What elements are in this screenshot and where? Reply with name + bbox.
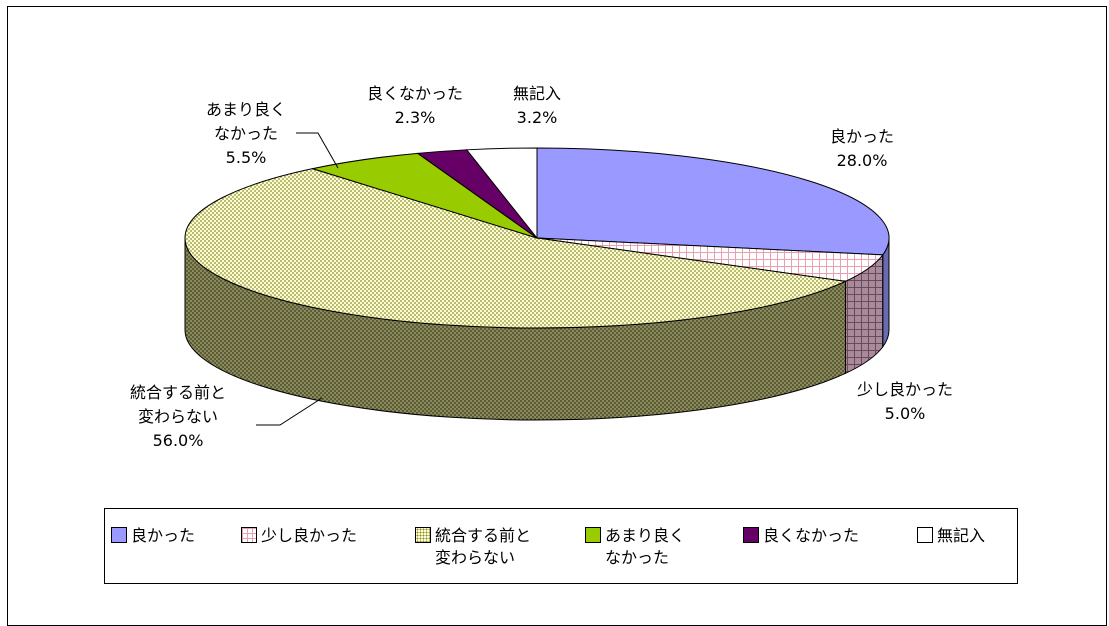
data-label-sukoshi-yokatta: 5.0% xyxy=(885,404,926,423)
legend-item-sukoshi-yokatta: 少し良かった xyxy=(241,525,357,547)
legend-label: 統合する前と 変わらない xyxy=(435,526,532,567)
legend: 良かった 少し良かった 統合する前と 変わらない あまり良く なかった 良くなか… xyxy=(104,508,1018,584)
pie-slice-kawaranai xyxy=(184,168,848,329)
legend-item-yokatta: 良かった xyxy=(111,525,195,547)
legend-item-mukinyu: 無記入 xyxy=(917,525,985,547)
legend-label: 無記入 xyxy=(937,526,986,545)
legend-item-kawaranai: 統合する前と 変わらない xyxy=(415,525,531,569)
legend-swatch-mukinyu xyxy=(917,527,933,543)
legend-label: 良くなかった xyxy=(763,526,860,545)
data-label-mukinyu: 3.2% xyxy=(517,108,558,127)
data-label-amari-yokunakatta: 5.5% xyxy=(226,148,267,167)
legend-label: あまり良く なかった xyxy=(605,526,686,567)
data-label-amari-yokunakatta: あまり良く xyxy=(206,100,286,119)
leader-line-kawaranai xyxy=(256,397,323,426)
legend-label: 良かった xyxy=(131,526,196,545)
data-label-yokatta: 良かった xyxy=(830,127,894,146)
legend-swatch-yokatta xyxy=(111,527,127,543)
pie-slice-yokatta xyxy=(536,147,890,256)
data-label-sukoshi-yokatta: 少し良かった xyxy=(857,380,953,399)
legend-swatch-yokunakatta xyxy=(743,527,759,543)
data-label-kawaranai: 統合する前と xyxy=(130,383,226,402)
data-label-yokunakatta: 2.3% xyxy=(395,108,436,127)
legend-swatch-kawaranai xyxy=(415,527,431,543)
data-label-yokatta: 28.0% xyxy=(837,151,888,170)
legend-swatch-amari-yokunakatta xyxy=(585,527,601,543)
data-label-amari-yokunakatta: なかった xyxy=(214,124,278,143)
data-label-kawaranai: 変わらない xyxy=(138,407,218,426)
legend-label: 少し良かった xyxy=(261,526,358,545)
data-label-yokunakatta: 良くなかった xyxy=(367,84,463,103)
data-label-mukinyu: 無記入 xyxy=(513,84,561,103)
legend-item-amari-yokunakatta: あまり良く なかった xyxy=(585,525,685,569)
pie-slice-mukinyu xyxy=(465,147,538,240)
legend-swatch-sukoshi-yokatta xyxy=(241,527,257,543)
leader-line-amari-yokunakatta xyxy=(296,132,339,169)
data-label-kawaranai: 56.0% xyxy=(153,431,204,450)
legend-item-yokunakatta: 良くなかった xyxy=(743,525,859,547)
